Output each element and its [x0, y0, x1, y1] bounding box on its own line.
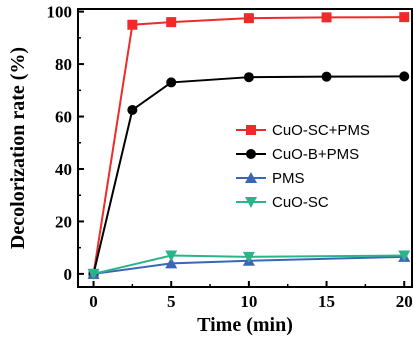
data-point [166, 77, 177, 88]
y-tick-label: 20 [55, 212, 72, 231]
x-tick-label: 0 [89, 292, 98, 311]
y-tick-label: 100 [47, 3, 73, 22]
series-line [92, 75, 405, 275]
series-line [93, 255, 405, 275]
data-point [399, 71, 410, 82]
legend-label: PMS [272, 170, 305, 187]
data-point [243, 72, 254, 83]
series-3 [87, 250, 411, 280]
x-tick-label: 10 [240, 292, 257, 311]
data-point [399, 12, 410, 23]
y-tick-label: 80 [55, 55, 72, 74]
legend-label: CuO-SC+PMS [272, 122, 370, 139]
legend-marker [246, 125, 256, 135]
data-point [166, 17, 177, 28]
y-tick-label: 0 [64, 265, 73, 284]
data-point [398, 250, 411, 262]
x-axis-title: Time (min) [197, 314, 293, 336]
axis-ticks: 0 5 10 15 20 0 20 40 60 80 100 [47, 3, 413, 311]
data-point [127, 19, 138, 30]
legend-marker [245, 172, 257, 183]
legend-item: CuO-B+PMS [236, 146, 359, 163]
data-point [127, 104, 138, 115]
data-point [87, 268, 100, 280]
legend-marker [245, 197, 257, 208]
x-tick-label: 20 [396, 292, 413, 311]
data-point [243, 13, 254, 24]
y-tick-label: 60 [55, 108, 72, 127]
legend-label: CuO-SC [272, 194, 329, 211]
series-1 [88, 71, 410, 279]
data-point [242, 251, 255, 263]
series-layer [87, 12, 411, 280]
series-line [93, 254, 405, 275]
legend-label: CuO-B+PMS [272, 146, 359, 163]
data-point [165, 250, 178, 262]
x-tick-label: 5 [167, 292, 176, 311]
plot-border [77, 8, 413, 288]
x-tick-label: 15 [318, 292, 335, 311]
y-axis-title: Decolorization rate (%) [7, 47, 29, 249]
legend-item: CuO-SC [236, 194, 329, 211]
legend: CuO-SC+PMS CuO-B+PMS PMS CuO-SC [236, 122, 370, 211]
data-point [321, 12, 332, 23]
legend-item: PMS [236, 170, 305, 187]
legend-item: CuO-SC+PMS [236, 122, 370, 139]
data-point [321, 71, 332, 82]
data-point [165, 257, 178, 269]
series-line [92, 16, 405, 275]
series-0 [88, 12, 410, 279]
y-tick-label: 40 [55, 160, 72, 179]
plot-frame [77, 8, 413, 288]
legend-marker [246, 149, 256, 159]
